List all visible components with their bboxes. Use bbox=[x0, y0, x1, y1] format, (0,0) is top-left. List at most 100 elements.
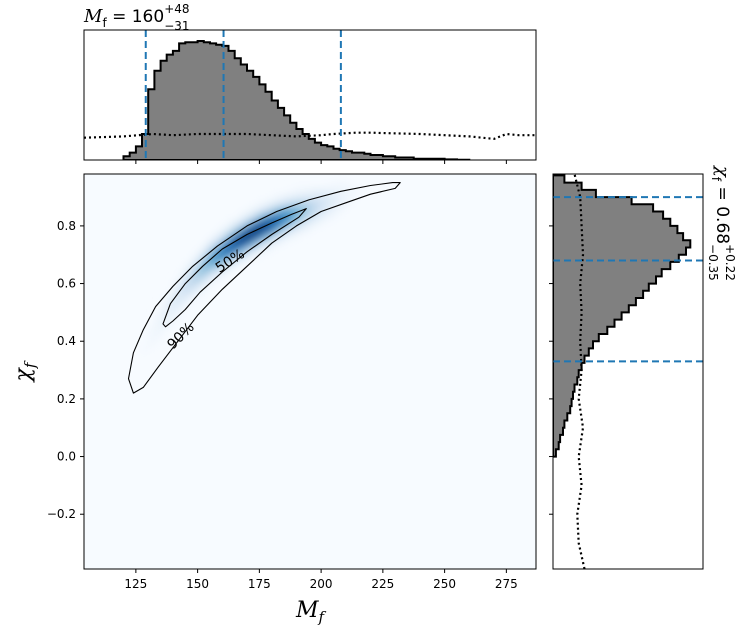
x-tick-label-6: 275 bbox=[495, 577, 518, 591]
y-tick-label-0: −0.2 bbox=[47, 507, 76, 521]
x-tick-label-4: 225 bbox=[371, 577, 394, 591]
heatmap-cell bbox=[142, 345, 150, 353]
top-marginal-ticks bbox=[135, 160, 507, 164]
y-tick-label-4: 0.6 bbox=[57, 277, 76, 291]
heatmap-cell bbox=[251, 253, 259, 261]
heatmap-cell bbox=[219, 233, 227, 241]
heatmap-cell bbox=[303, 220, 311, 228]
heatmap-cell bbox=[232, 233, 240, 241]
x-tick-label-0: 125 bbox=[124, 577, 147, 591]
right-annotation-upper: +0.22 bbox=[723, 244, 737, 281]
right-annotation-lower: −0.35 bbox=[706, 244, 720, 281]
heatmap-cell bbox=[335, 206, 343, 215]
heatmap-cell bbox=[155, 325, 163, 333]
heatmap-cell bbox=[219, 272, 227, 280]
top-marginal-panel: Mf = 160+48 −31 bbox=[83, 2, 537, 164]
top-prior-polyline bbox=[84, 131, 536, 141]
heatmap-cell bbox=[290, 187, 298, 195]
x-tick-label-5: 250 bbox=[433, 577, 456, 591]
heatmap-cell bbox=[322, 193, 330, 201]
heatmap-cell bbox=[303, 193, 311, 201]
heatmap-cell bbox=[277, 213, 285, 221]
heatmap-cell bbox=[264, 246, 272, 254]
heatmap-cell bbox=[161, 312, 169, 320]
heatmap-cell bbox=[206, 266, 214, 274]
heatmap-cell bbox=[167, 292, 175, 300]
heatmap-cell bbox=[239, 226, 247, 234]
heatmap-cell bbox=[180, 272, 188, 280]
heatmap-cell bbox=[206, 253, 214, 261]
heatmap-cell bbox=[329, 213, 337, 221]
heatmap-cell bbox=[258, 239, 266, 247]
heatmap-cell bbox=[290, 226, 298, 234]
heatmap-cell bbox=[206, 272, 214, 280]
y-tick-label-2: 0.2 bbox=[57, 392, 76, 406]
heatmap-cell bbox=[271, 239, 279, 247]
heatmap-cell bbox=[239, 253, 247, 261]
heatmap-cell bbox=[284, 193, 292, 201]
heatmap-cell bbox=[297, 193, 305, 201]
heatmap-cell bbox=[316, 200, 324, 208]
heatmap-cell bbox=[148, 338, 156, 346]
heatmap-cell bbox=[303, 213, 311, 221]
heatmap-cell bbox=[239, 259, 247, 267]
heatmap-cell bbox=[155, 332, 163, 340]
right-prior-polyline bbox=[573, 174, 586, 569]
heatmap-cell bbox=[219, 246, 227, 254]
heatmap-cell bbox=[277, 220, 285, 228]
heatmap-cell bbox=[284, 226, 292, 234]
heatmap-cell bbox=[251, 206, 259, 215]
heatmap-cell bbox=[251, 246, 259, 254]
heatmap-cell bbox=[258, 206, 266, 215]
heatmap-cell bbox=[290, 200, 298, 208]
heatmap-cell bbox=[180, 285, 188, 294]
heatmap-cell bbox=[271, 200, 279, 208]
heatmap-cell bbox=[219, 226, 227, 234]
heatmap-cell bbox=[271, 226, 279, 234]
heatmap-cell bbox=[316, 187, 324, 195]
heatmap-cell bbox=[219, 239, 227, 247]
heatmap-cell bbox=[219, 253, 227, 261]
heatmap-cell bbox=[226, 253, 234, 261]
x-tick-label-1: 150 bbox=[186, 577, 209, 591]
heatmap-cell bbox=[226, 226, 234, 234]
heatmap-cell bbox=[232, 226, 240, 234]
heatmap-cell bbox=[258, 233, 266, 241]
heatmap-cell bbox=[155, 312, 163, 320]
contour-line-1 bbox=[127, 182, 401, 394]
heatmap-cell bbox=[245, 213, 253, 221]
heatmap-cell bbox=[342, 200, 350, 208]
right-annotation-value: 0.68 bbox=[712, 206, 732, 244]
top-annotation-value: 160 bbox=[132, 7, 164, 27]
heatmap-cell bbox=[329, 200, 337, 208]
heatmap-cell bbox=[245, 220, 253, 228]
heatmap-cell bbox=[193, 266, 201, 274]
heatmap-cell bbox=[174, 299, 182, 307]
heatmap-cell bbox=[206, 239, 214, 247]
top-annotation-lower: −31 bbox=[164, 19, 189, 33]
heatmap-cell bbox=[342, 193, 350, 201]
heatmap-cell bbox=[187, 272, 195, 280]
heatmap-cell bbox=[251, 233, 259, 241]
heatmap-cell bbox=[180, 279, 188, 287]
heatmap-cell bbox=[232, 253, 240, 261]
heatmap-cell bbox=[174, 292, 182, 300]
heatmap-cell bbox=[245, 226, 253, 234]
heatmap-cell bbox=[193, 253, 201, 261]
heatmap-cell bbox=[329, 187, 337, 195]
heatmap-cell bbox=[251, 220, 259, 228]
heatmap-cell bbox=[271, 233, 279, 241]
heatmap-cell bbox=[193, 279, 201, 287]
y-tick-label-5: 0.8 bbox=[57, 219, 76, 233]
heatmap-cell bbox=[213, 253, 221, 261]
y-tick-label-3: 0.4 bbox=[57, 334, 76, 348]
top-marginal-frame bbox=[83, 29, 537, 161]
heatmap-cell bbox=[226, 246, 234, 254]
heatmap-cell bbox=[264, 220, 272, 228]
y-axis-label: χf bbox=[11, 360, 39, 383]
heatmap-cell bbox=[335, 193, 343, 201]
heatmap-cell bbox=[271, 213, 279, 221]
heatmap-cell bbox=[297, 226, 305, 234]
heatmap-cell bbox=[161, 299, 169, 307]
